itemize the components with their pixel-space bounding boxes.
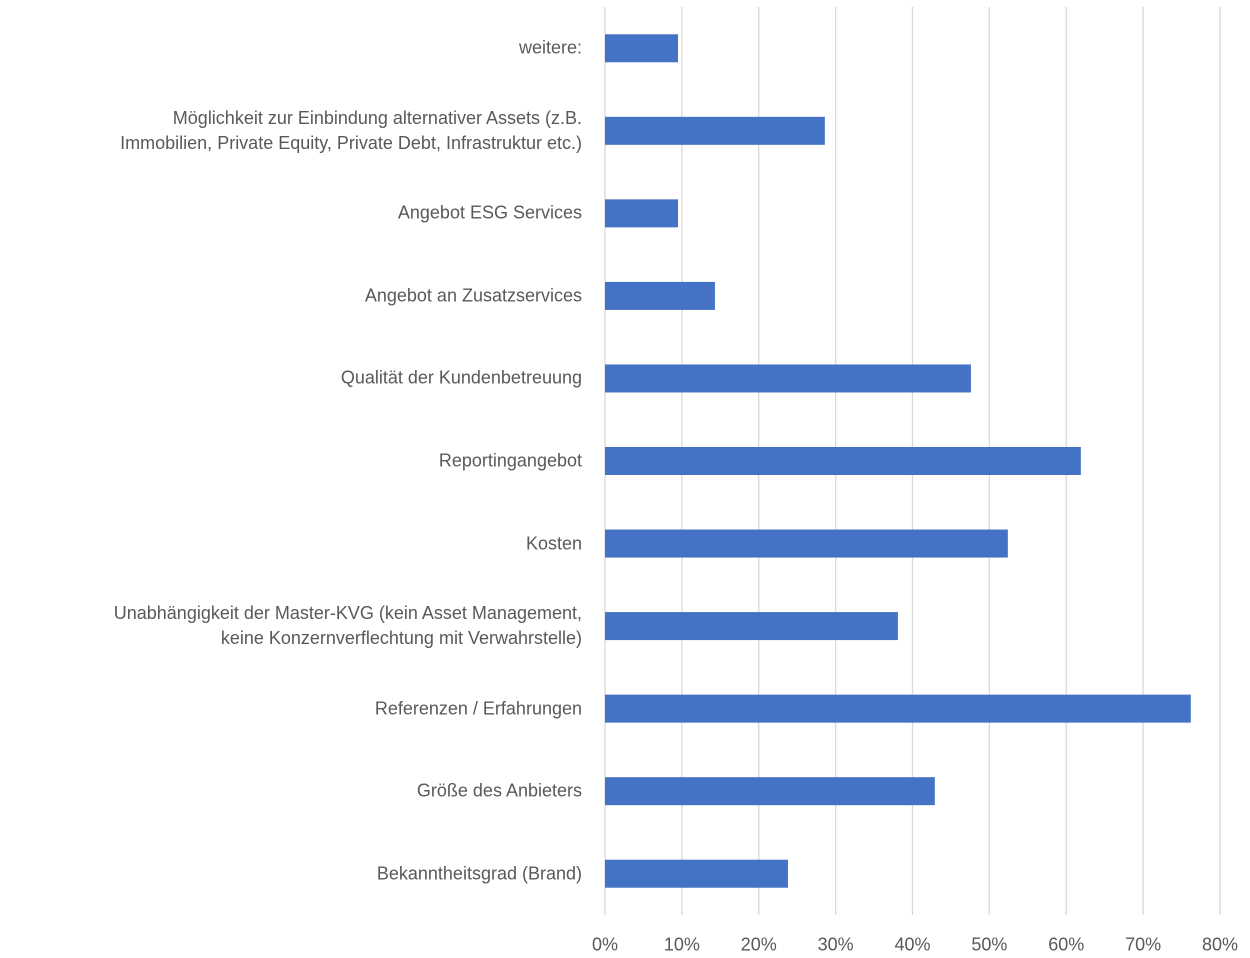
x-tick-label: 50% xyxy=(971,934,1008,955)
x-tick-label: 30% xyxy=(817,934,854,955)
x-tick-label: 20% xyxy=(740,934,777,955)
x-tick-label: 40% xyxy=(894,934,931,955)
bar xyxy=(605,34,679,63)
bar xyxy=(605,777,935,806)
x-tick-label: 10% xyxy=(663,934,700,955)
y-tick-label: Unabhängigkeit der Master-KVG (kein Asse… xyxy=(113,603,582,649)
bar xyxy=(605,612,898,641)
y-tick-label: Bekanntheitsgrad (Brand) xyxy=(376,863,582,884)
y-tick-label: Angebot an Zusatzservices xyxy=(364,285,582,306)
bar xyxy=(605,364,971,393)
bar xyxy=(605,116,825,145)
y-tick-label: Qualität der Kundenbetreuung xyxy=(340,367,582,388)
y-tick-label: Größe des Anbieters xyxy=(416,780,582,801)
bar xyxy=(605,694,1191,723)
bar xyxy=(605,859,788,888)
x-tick-label: 70% xyxy=(1125,934,1162,955)
x-tick-label: 60% xyxy=(1048,934,1085,955)
bar xyxy=(605,447,1081,475)
y-tick-label: Kosten xyxy=(525,533,582,554)
bar xyxy=(605,199,679,228)
y-tick-label: Referenzen / Erfahrungen xyxy=(374,698,582,719)
x-tick-label: 80% xyxy=(1201,934,1239,955)
y-tick-label: Reportingangebot xyxy=(438,450,582,471)
bar xyxy=(605,281,715,310)
bar xyxy=(605,529,1008,558)
x-tick-label: 0% xyxy=(591,934,619,955)
y-tick-label: Möglichkeit zur Einbindung alternativer … xyxy=(120,107,582,153)
y-tick-label: Angebot ESG Services xyxy=(397,202,582,223)
y-tick-label: weitere: xyxy=(518,37,582,58)
